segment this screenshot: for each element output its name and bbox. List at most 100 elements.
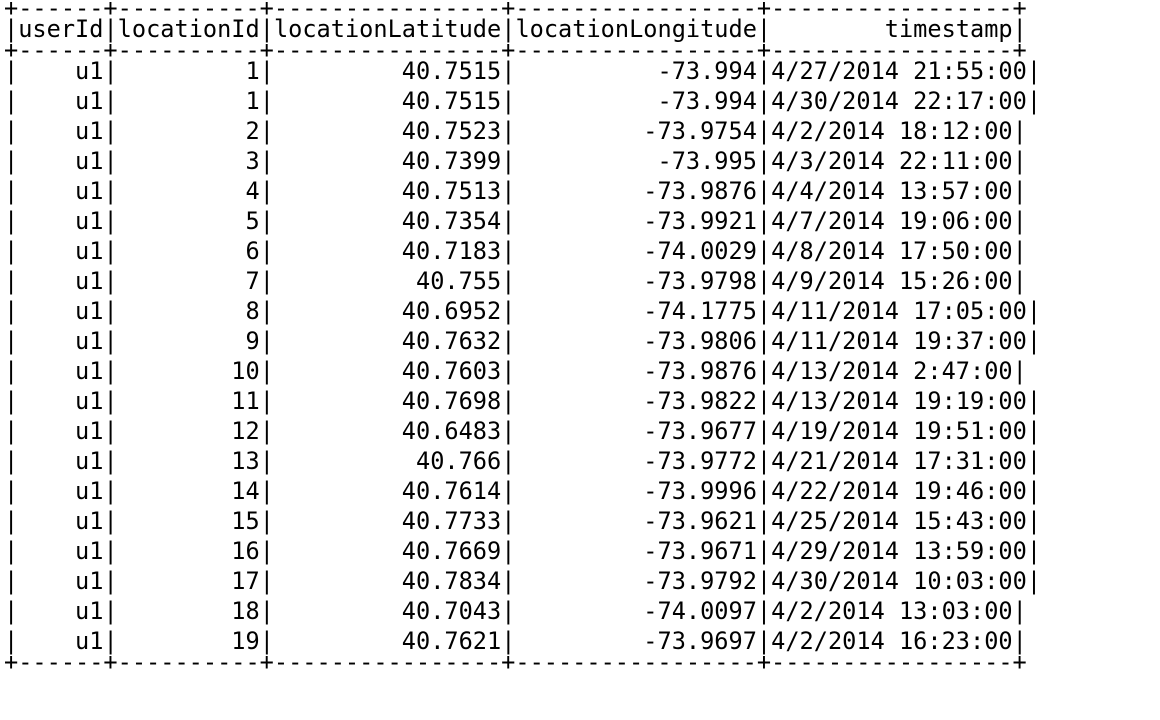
cell-timestamp: 4/27/2014 21:55:00 <box>771 57 1027 85</box>
column-border: | <box>501 357 516 385</box>
column-border: | <box>756 15 772 43</box>
console-table-output: +------+----------+----------------+----… <box>4 0 1042 674</box>
cell-userId: u1 <box>18 627 104 655</box>
cell-timestamp: 4/13/2014 19:19:00 <box>771 387 1027 415</box>
column-border: | <box>1026 567 1042 595</box>
table-row: | u1| 1| 40.7515| -73.994|4/27/2014 21:5… <box>4 56 1041 86</box>
column-border: | <box>4 627 19 655</box>
column-border: | <box>1012 117 1027 145</box>
column-border: | <box>756 87 772 115</box>
column-border: | <box>259 327 274 355</box>
column-border: | <box>1026 297 1042 325</box>
cell-locationLatitude: 40.7043 <box>273 597 502 625</box>
table-row: | u1| 7| 40.755| -73.9798|4/9/2014 15:26… <box>4 266 1041 296</box>
column-border: | <box>4 237 19 265</box>
column-border: | <box>103 147 118 175</box>
cell-locationLatitude: 40.7614 <box>273 477 502 505</box>
cell-userId: u1 <box>18 327 104 355</box>
cell-timestamp: 4/4/2014 13:57:00 <box>771 177 1013 205</box>
cell-userId: u1 <box>18 357 104 385</box>
cell-timestamp: 4/13/2014 2:47:00 <box>771 357 1013 385</box>
table-row: | u1| 4| 40.7513| -73.9876|4/4/2014 13:5… <box>4 176 1041 206</box>
column-border: | <box>4 447 19 475</box>
column-border: | <box>756 357 772 385</box>
table-row: | u1| 18| 40.7043| -74.0097|4/2/2014 13:… <box>4 596 1041 626</box>
cell-timestamp: 4/25/2014 15:43:00 <box>771 507 1027 535</box>
cell-locationLongitude: -74.1775 <box>515 297 757 325</box>
column-border: | <box>103 15 118 43</box>
column-border: | <box>103 537 118 565</box>
cell-timestamp: 4/2/2014 16:23:00 <box>771 627 1013 655</box>
cell-locationLatitude: 40.7399 <box>273 147 502 175</box>
cell-timestamp: 4/7/2014 19:06:00 <box>771 207 1013 235</box>
column-border: | <box>1012 147 1027 175</box>
cell-userId: u1 <box>18 417 104 445</box>
column-border: | <box>1026 87 1042 115</box>
column-border: | <box>756 57 772 85</box>
column-border: | <box>103 417 118 445</box>
column-border: | <box>501 207 516 235</box>
cell-timestamp: 4/21/2014 17:31:00 <box>771 447 1027 475</box>
column-border: | <box>259 147 274 175</box>
column-border: | <box>501 15 516 43</box>
column-border: | <box>501 147 516 175</box>
column-border: | <box>501 507 516 535</box>
cell-locationLatitude: 40.7523 <box>273 117 502 145</box>
column-border: | <box>756 267 772 295</box>
column-border: | <box>4 207 19 235</box>
column-border: | <box>103 567 118 595</box>
cell-locationLongitude: -74.0097 <box>515 597 757 625</box>
column-border: | <box>4 267 19 295</box>
cell-timestamp: 4/2/2014 18:12:00 <box>771 117 1013 145</box>
column-border: | <box>4 15 19 43</box>
column-border: | <box>259 627 274 655</box>
cell-locationLatitude: 40.7621 <box>273 627 502 655</box>
column-border: | <box>756 447 772 475</box>
column-border: | <box>103 327 118 355</box>
column-border: | <box>756 507 772 535</box>
column-border: | <box>501 237 516 265</box>
cell-userId: u1 <box>18 507 104 535</box>
cell-locationLatitude: 40.6483 <box>273 417 502 445</box>
cell-locationId: 7 <box>117 267 260 295</box>
column-border: | <box>103 177 118 205</box>
cell-userId: u1 <box>18 237 104 265</box>
cell-userId: u1 <box>18 177 104 205</box>
cell-locationLatitude: 40.7698 <box>273 387 502 415</box>
cell-timestamp: 4/11/2014 19:37:00 <box>771 327 1027 355</box>
column-border: | <box>501 117 516 145</box>
table-row: | u1| 5| 40.7354| -73.9921|4/7/2014 19:0… <box>4 206 1041 236</box>
cell-locationLatitude: 40.7513 <box>273 177 502 205</box>
column-border: | <box>501 597 516 625</box>
column-border: | <box>501 57 516 85</box>
cell-locationLatitude: 40.7515 <box>273 57 502 85</box>
cell-locationLongitude: -73.9996 <box>515 477 757 505</box>
column-border: | <box>1026 447 1042 475</box>
column-border: | <box>756 597 772 625</box>
table-row: | u1| 19| 40.7621| -73.9697|4/2/2014 16:… <box>4 626 1041 656</box>
table-row: | u1| 12| 40.6483| -73.9677|4/19/2014 19… <box>4 416 1041 446</box>
cell-timestamp: 4/3/2014 22:11:00 <box>771 147 1013 175</box>
cell-locationLongitude: -73.9798 <box>515 267 757 295</box>
cell-userId: u1 <box>18 477 104 505</box>
cell-locationLatitude: 40.7515 <box>273 87 502 115</box>
column-border: | <box>1012 237 1027 265</box>
cell-locationId: 17 <box>117 567 260 595</box>
column-border: | <box>501 537 516 565</box>
cell-locationLongitude: -73.994 <box>515 57 757 85</box>
column-border: | <box>1012 15 1027 43</box>
cell-locationId: 13 <box>117 447 260 475</box>
cell-timestamp: 4/19/2014 19:51:00 <box>771 417 1027 445</box>
cell-locationLatitude: 40.755 <box>273 267 502 295</box>
column-border: | <box>501 627 516 655</box>
column-border: | <box>1026 387 1042 415</box>
column-border: | <box>4 87 19 115</box>
column-border: | <box>756 207 772 235</box>
column-border: | <box>501 417 516 445</box>
column-border: | <box>1012 597 1027 625</box>
table-row: | u1| 15| 40.7733| -73.9621|4/25/2014 15… <box>4 506 1041 536</box>
column-border: | <box>259 597 274 625</box>
cell-locationId: 1 <box>117 57 260 85</box>
cell-timestamp: 4/9/2014 15:26:00 <box>771 267 1013 295</box>
column-border: | <box>756 297 772 325</box>
